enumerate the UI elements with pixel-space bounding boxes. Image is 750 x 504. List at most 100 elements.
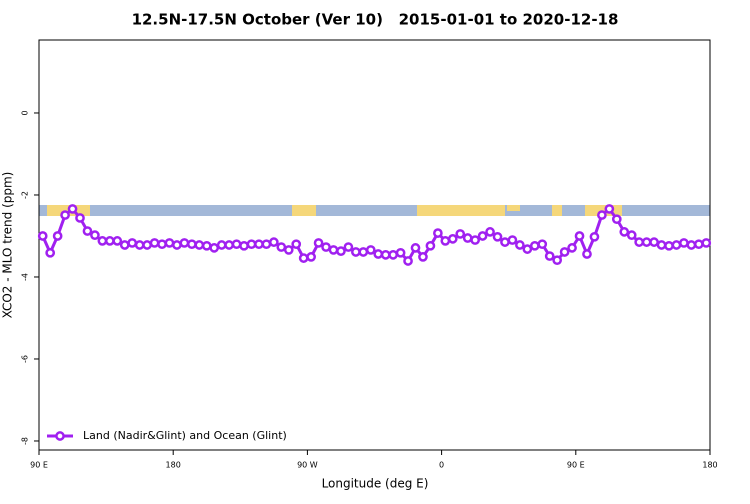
- point: [149, 238, 160, 248]
- point: [462, 233, 473, 243]
- point: [492, 231, 503, 242]
- point: [104, 236, 115, 246]
- legend-label: Land (Nadir&Glint) and Ocean (Glint): [83, 429, 287, 442]
- x-tick-label: 0: [439, 461, 444, 470]
- point: [537, 239, 548, 250]
- point: [201, 240, 212, 251]
- point: [500, 237, 510, 247]
- point: [686, 240, 697, 250]
- point: [410, 243, 421, 253]
- point: [567, 243, 577, 253]
- point: [119, 240, 130, 250]
- point: [380, 249, 391, 260]
- point: [127, 238, 138, 248]
- point: [134, 240, 145, 250]
- point: [231, 239, 242, 250]
- x-tick-label: 90 E: [567, 461, 585, 470]
- point: [425, 240, 436, 251]
- point: [671, 240, 682, 250]
- point: [82, 226, 93, 236]
- chart-title: 12.5N-17.5N October (Ver 10) 2015-01-01 …: [132, 11, 619, 29]
- point: [37, 231, 48, 241]
- point: [52, 231, 63, 241]
- legend-marker: [55, 431, 65, 441]
- point: [306, 252, 316, 262]
- point: [164, 238, 175, 248]
- point: [604, 204, 615, 214]
- point: [90, 230, 100, 241]
- point: [224, 240, 234, 250]
- point: [216, 240, 227, 250]
- point: [447, 234, 458, 244]
- point: [246, 239, 257, 250]
- point: [194, 240, 205, 250]
- point: [75, 213, 85, 223]
- point: [45, 247, 56, 258]
- land-patch: [417, 205, 505, 216]
- y-tick-label: -6: [21, 355, 30, 363]
- point: [455, 229, 466, 239]
- point: [693, 239, 704, 250]
- point: [574, 231, 585, 241]
- point: [157, 239, 167, 250]
- point: [261, 239, 272, 250]
- x-tick-label: 180: [166, 461, 181, 470]
- point: [97, 236, 108, 246]
- point: [343, 242, 354, 252]
- y-tick-label: -4: [21, 273, 30, 281]
- point: [351, 247, 361, 257]
- point: [679, 238, 689, 248]
- point: [112, 236, 123, 246]
- point: [433, 228, 443, 238]
- point: [522, 244, 533, 254]
- point: [254, 239, 264, 250]
- x-tick-label: 180: [702, 461, 717, 470]
- point: [276, 242, 287, 252]
- point: [239, 240, 249, 251]
- point: [664, 240, 674, 251]
- point: [418, 252, 428, 262]
- point: [67, 204, 78, 214]
- y-tick-label: -2: [21, 191, 30, 199]
- point: [365, 245, 376, 255]
- point: [395, 247, 406, 258]
- x-axis-label: Longitude (deg E): [322, 477, 429, 491]
- point: [582, 249, 592, 259]
- point: [186, 239, 197, 250]
- point: [321, 242, 331, 252]
- point: [179, 238, 190, 248]
- point: [485, 227, 495, 237]
- point: [336, 246, 346, 256]
- point: [507, 235, 518, 245]
- point: [373, 249, 384, 259]
- y-tick-label: 0: [21, 110, 30, 115]
- point: [649, 237, 659, 247]
- y-tick-label: -8: [21, 437, 30, 445]
- point: [641, 237, 652, 247]
- point: [544, 251, 555, 261]
- point: [328, 245, 339, 255]
- point: [291, 239, 302, 250]
- point: [298, 253, 309, 263]
- point: [597, 210, 607, 220]
- point: [269, 237, 279, 247]
- point: [172, 240, 182, 250]
- point: [656, 240, 667, 250]
- x-tick-label: 90 E: [30, 461, 48, 470]
- land-patch: [552, 205, 562, 216]
- point: [313, 238, 324, 248]
- point: [388, 249, 398, 260]
- point: [60, 210, 70, 220]
- point: [358, 247, 369, 257]
- point: [529, 240, 540, 251]
- point: [403, 256, 413, 266]
- land-patch: [292, 205, 316, 216]
- point: [209, 243, 220, 253]
- x-tick-label: 90 W: [297, 461, 318, 470]
- ocean-band: [39, 205, 710, 216]
- point: [589, 231, 600, 242]
- point: [477, 231, 488, 241]
- point: [515, 240, 525, 250]
- point: [552, 255, 563, 266]
- point: [611, 214, 622, 225]
